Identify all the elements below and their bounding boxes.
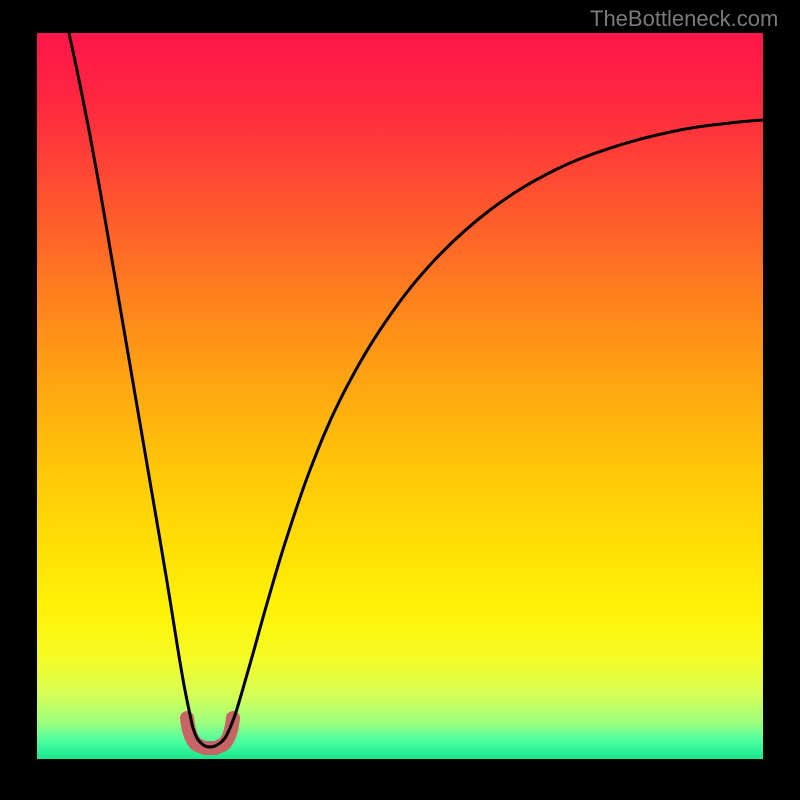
chart-stage: TheBottleneck.com (0, 0, 800, 800)
watermark-text: TheBottleneck.com (590, 6, 778, 32)
gradient-plot-area (37, 33, 763, 759)
